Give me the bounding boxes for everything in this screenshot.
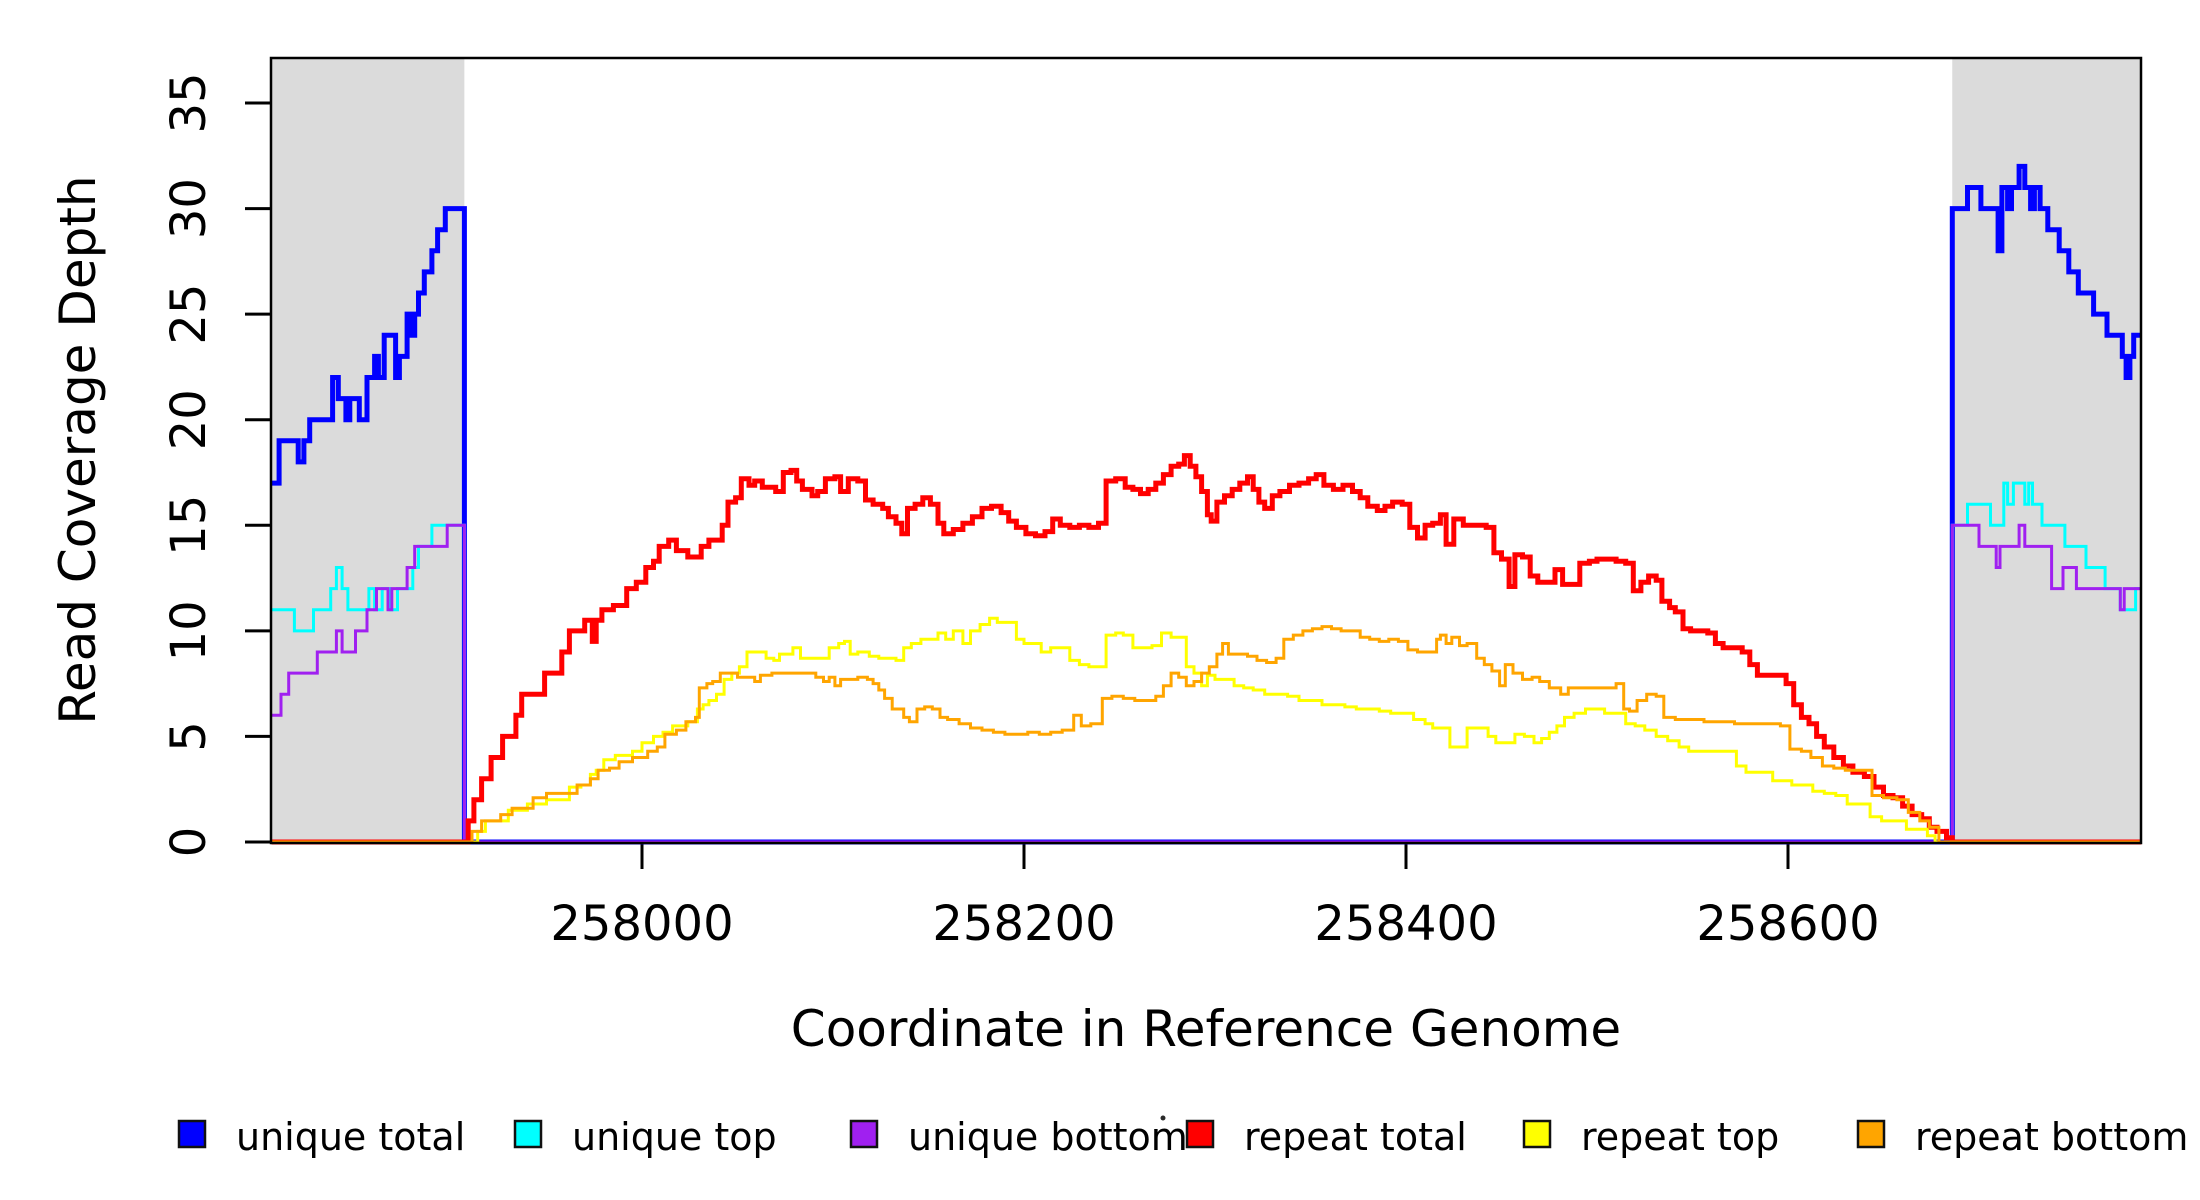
legend-swatch-unique-bottom <box>849 1119 879 1149</box>
legend-swatch-repeat-bottom <box>1856 1119 1886 1149</box>
series-line-unique-total <box>271 163 2142 845</box>
y-tick-label: 30 <box>161 178 217 239</box>
y-tick-label: 20 <box>161 389 217 450</box>
y-tick-label: 0 <box>161 827 217 858</box>
series-line-repeat-top <box>271 616 2142 844</box>
x-tick-label: 258000 <box>550 896 733 952</box>
series-line-repeat-total <box>271 453 2142 845</box>
legend-item: repeat top <box>1522 1115 1779 1159</box>
legend-label: repeat top <box>1581 1115 1779 1159</box>
series-line-repeat-bottom <box>271 625 2142 844</box>
legend-label: repeat bottom <box>1915 1115 2188 1159</box>
legend-item: repeat total <box>1185 1115 1467 1159</box>
x-tick-label: 258600 <box>1696 896 1879 952</box>
y-tick-label: 10 <box>161 600 217 661</box>
series-line-unique-top <box>271 481 2142 844</box>
legend-swatch-unique-top <box>513 1119 543 1149</box>
x-tick-label: 258400 <box>1314 896 1497 952</box>
y-tick-label: 25 <box>161 284 217 345</box>
y-tick-label: 15 <box>161 495 217 556</box>
stray-dot <box>1160 1115 1166 1121</box>
legend-label: unique total <box>236 1115 465 1159</box>
y-tick-label: 35 <box>161 72 217 133</box>
legend-item: unique top <box>513 1115 777 1159</box>
series-line-unique-bottom <box>271 523 2142 844</box>
x-axis-title: Coordinate in Reference Genome <box>791 1000 1621 1058</box>
y-tick-label: 5 <box>161 721 217 752</box>
legend-item: unique bottom <box>849 1115 1188 1159</box>
highlight-region-right-flank <box>1952 59 2142 842</box>
y-axis-title: Read Coverage Depth <box>49 175 107 724</box>
legend-label: unique bottom <box>908 1115 1188 1159</box>
x-tick-label: 258200 <box>932 896 1115 952</box>
legend-swatch-repeat-total <box>1185 1119 1215 1149</box>
plot-border-box <box>269 56 2143 845</box>
legend-swatch-unique-total <box>177 1119 207 1149</box>
legend-label: repeat total <box>1244 1115 1467 1159</box>
legend-item: unique total <box>177 1115 465 1159</box>
legend-label: unique top <box>572 1115 777 1159</box>
legend-item: repeat bottom <box>1856 1115 2188 1159</box>
legend-swatch-repeat-top <box>1522 1119 1552 1149</box>
